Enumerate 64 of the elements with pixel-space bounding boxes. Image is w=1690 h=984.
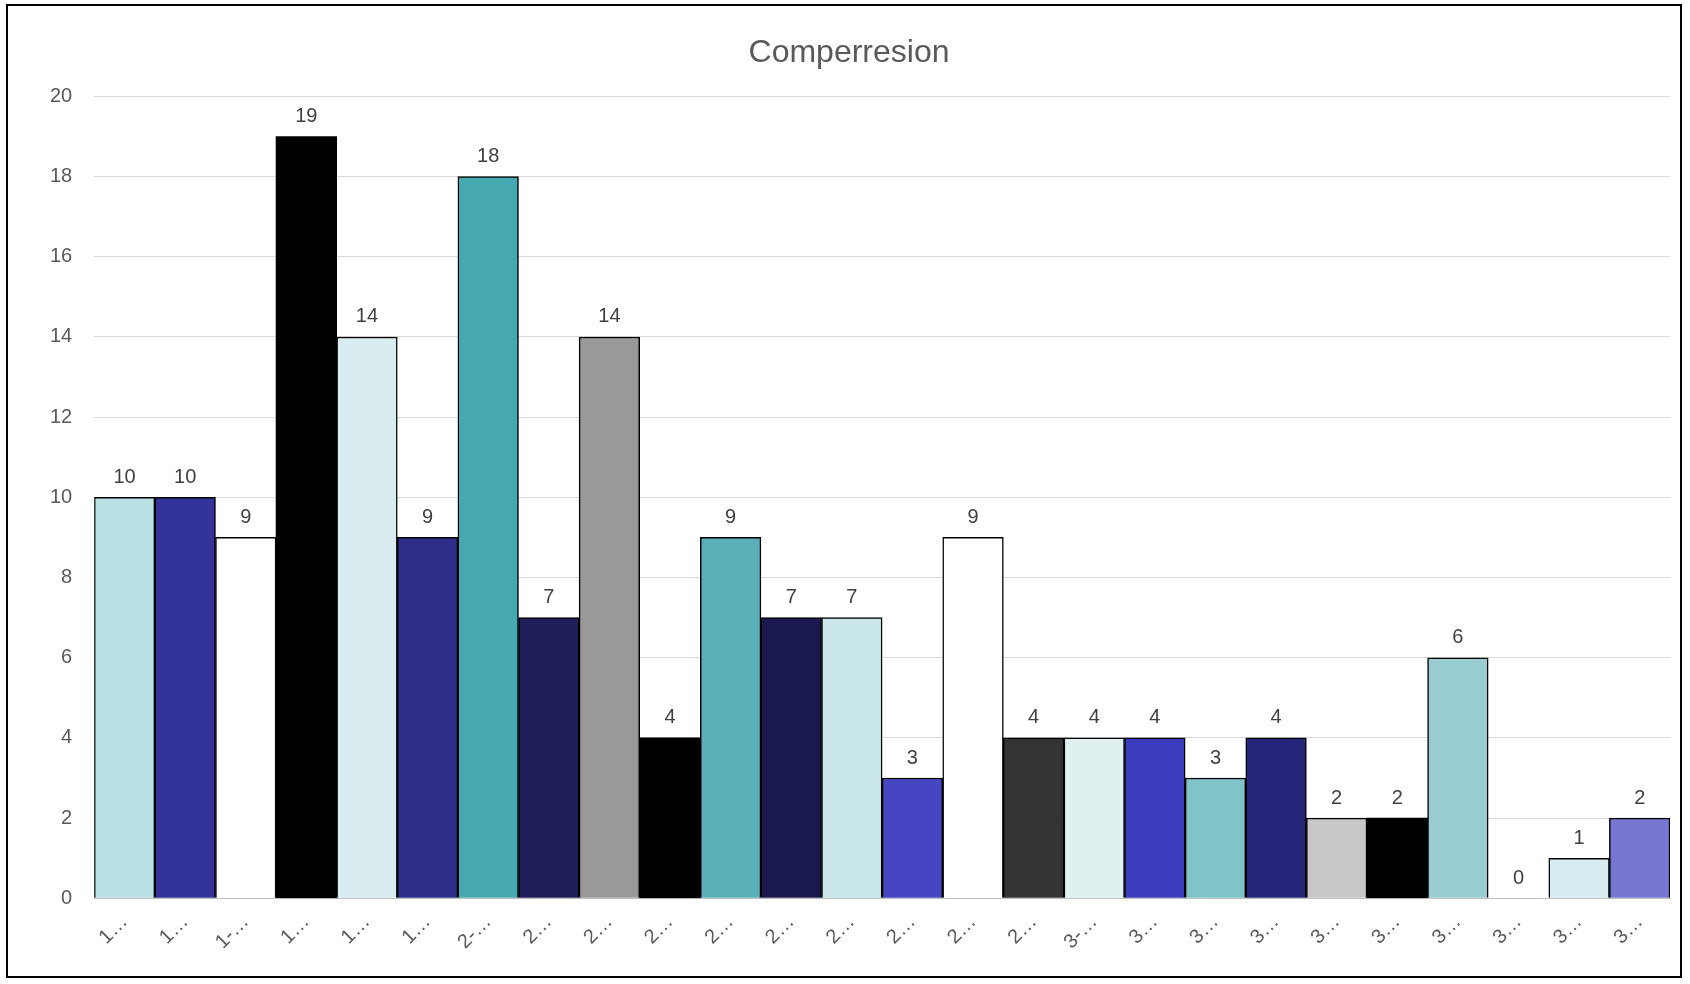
y-tick-label: 10 bbox=[50, 484, 73, 507]
data-label: 4 bbox=[1028, 705, 1040, 728]
x-tick-label: 3… bbox=[1305, 909, 1344, 948]
x-tick-label: 3… bbox=[1427, 909, 1465, 948]
x-tick-label: 1… bbox=[275, 909, 314, 948]
data-label: 9 bbox=[725, 504, 737, 527]
x-tick-label: 1-… bbox=[210, 909, 253, 953]
data-label: 7 bbox=[543, 585, 555, 608]
x-tick-label: 3… bbox=[1608, 909, 1647, 948]
data-label: 14 bbox=[355, 304, 379, 327]
data-label: 9 bbox=[422, 504, 434, 527]
y-tick-label: 4 bbox=[61, 725, 73, 748]
x-tick-label: 2… bbox=[699, 909, 738, 948]
data-label: 19 bbox=[295, 104, 318, 127]
data-label: 4 bbox=[1149, 705, 1161, 728]
data-label: 4 bbox=[1270, 705, 1282, 728]
data-label: 4 bbox=[664, 705, 676, 728]
y-tick-label: 14 bbox=[50, 324, 73, 347]
data-label: 9 bbox=[967, 504, 979, 527]
data-label: 0 bbox=[1512, 865, 1525, 888]
x-tick-label: 2… bbox=[760, 909, 798, 948]
y-tick-label: 0 bbox=[61, 885, 73, 908]
x-tick-label: 2… bbox=[881, 909, 920, 948]
chart-title: Comperresion bbox=[748, 33, 950, 70]
x-tick-label: 1… bbox=[336, 909, 374, 948]
data-label: 10 bbox=[174, 464, 197, 487]
data-label: 18 bbox=[477, 144, 500, 167]
data-label: 7 bbox=[846, 585, 858, 608]
x-tick-label: 3… bbox=[1124, 909, 1162, 948]
y-tick-label: 6 bbox=[61, 645, 73, 668]
y-tick-label: 18 bbox=[50, 164, 73, 187]
x-tick-label: 3… bbox=[1184, 909, 1223, 948]
x-tick-label: 3-… bbox=[1058, 909, 1101, 953]
x-tick-label: 2… bbox=[578, 909, 617, 948]
data-label: 1 bbox=[1573, 825, 1585, 848]
x-tick-label: 1… bbox=[396, 909, 435, 948]
x-tick-label: 2… bbox=[517, 909, 556, 948]
data-label: 14 bbox=[598, 304, 621, 327]
data-label: 7 bbox=[785, 585, 797, 608]
data-label: 10 bbox=[113, 464, 136, 487]
data-label: 4 bbox=[1088, 705, 1100, 728]
data-label: 2 bbox=[1331, 785, 1343, 808]
data-label: 6 bbox=[1452, 625, 1464, 648]
y-tick-label: 12 bbox=[50, 404, 73, 427]
x-tick-label: 2… bbox=[820, 909, 859, 948]
x-tick-label: 1… bbox=[93, 909, 132, 948]
x-tick-label: 2-… bbox=[452, 909, 495, 953]
y-tick-label: 16 bbox=[50, 244, 73, 267]
x-tick-label: 3… bbox=[1548, 909, 1586, 948]
x-tick-label: 2… bbox=[942, 909, 980, 948]
data-label: 3 bbox=[1209, 745, 1222, 768]
x-tick-label: 3… bbox=[1245, 909, 1283, 948]
y-tick-label: 8 bbox=[61, 565, 73, 588]
y-tick-label: 20 bbox=[50, 83, 73, 106]
y-tick-label: 2 bbox=[61, 805, 73, 828]
data-label: 2 bbox=[1391, 785, 1403, 808]
x-tick-label: 2… bbox=[639, 909, 677, 948]
data-label: 2 bbox=[1634, 785, 1646, 808]
data-label: 9 bbox=[240, 504, 252, 527]
x-tick-label: 3… bbox=[1487, 909, 1526, 948]
x-tick-label: 3… bbox=[1366, 909, 1404, 948]
x-tick-label: 2… bbox=[1002, 909, 1041, 948]
data-label: 3 bbox=[906, 745, 918, 768]
x-tick-label: 1… bbox=[154, 909, 192, 948]
